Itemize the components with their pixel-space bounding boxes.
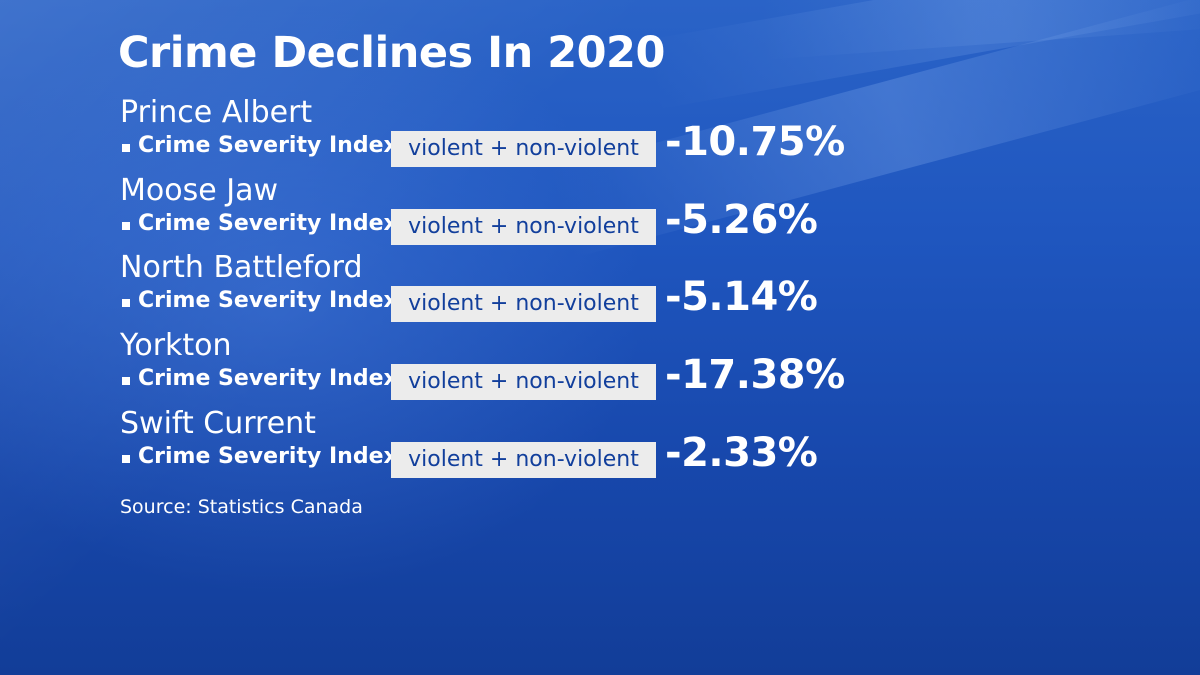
- page-title: Crime Declines In 2020: [118, 28, 665, 78]
- index-tag: violent + non-violent: [391, 442, 656, 478]
- region-block: Yorkton Crime Severity Index violent + n…: [120, 328, 1120, 406]
- region-block: Swift Current Crime Severity Index viole…: [120, 406, 1120, 484]
- bullet-icon: [122, 144, 130, 152]
- bullet-icon: [122, 299, 130, 307]
- region-name: Yorkton: [120, 328, 232, 363]
- index-label: Crime Severity Index: [138, 133, 398, 158]
- index-label: Crime Severity Index: [138, 444, 398, 469]
- region-name: Prince Albert: [120, 95, 313, 130]
- bullet-icon: [122, 377, 130, 385]
- region-block: Prince Albert Crime Severity Index viole…: [120, 95, 1120, 173]
- region-block: Moose Jaw Crime Severity Index violent +…: [120, 173, 1120, 251]
- region-name: Swift Current: [120, 406, 316, 441]
- region-name: Moose Jaw: [120, 173, 278, 208]
- index-label: Crime Severity Index: [138, 366, 398, 391]
- bullet-icon: [122, 455, 130, 463]
- bullet-icon: [122, 222, 130, 230]
- source-credit: Source: Statistics Canada: [120, 496, 363, 518]
- index-tag: violent + non-violent: [391, 131, 656, 167]
- index-change-value: -2.33%: [665, 430, 818, 476]
- region-block: North Battleford Crime Severity Index vi…: [120, 250, 1120, 328]
- index-tag: violent + non-violent: [391, 209, 656, 245]
- region-name: North Battleford: [120, 250, 363, 285]
- index-tag: violent + non-violent: [391, 364, 656, 400]
- index-label: Crime Severity Index: [138, 288, 398, 313]
- index-tag: violent + non-violent: [391, 286, 656, 322]
- index-change-value: -17.38%: [665, 352, 845, 398]
- index-change-value: -10.75%: [665, 119, 845, 165]
- index-change-value: -5.14%: [665, 274, 818, 320]
- index-label: Crime Severity Index: [138, 211, 398, 236]
- index-change-value: -5.26%: [665, 197, 818, 243]
